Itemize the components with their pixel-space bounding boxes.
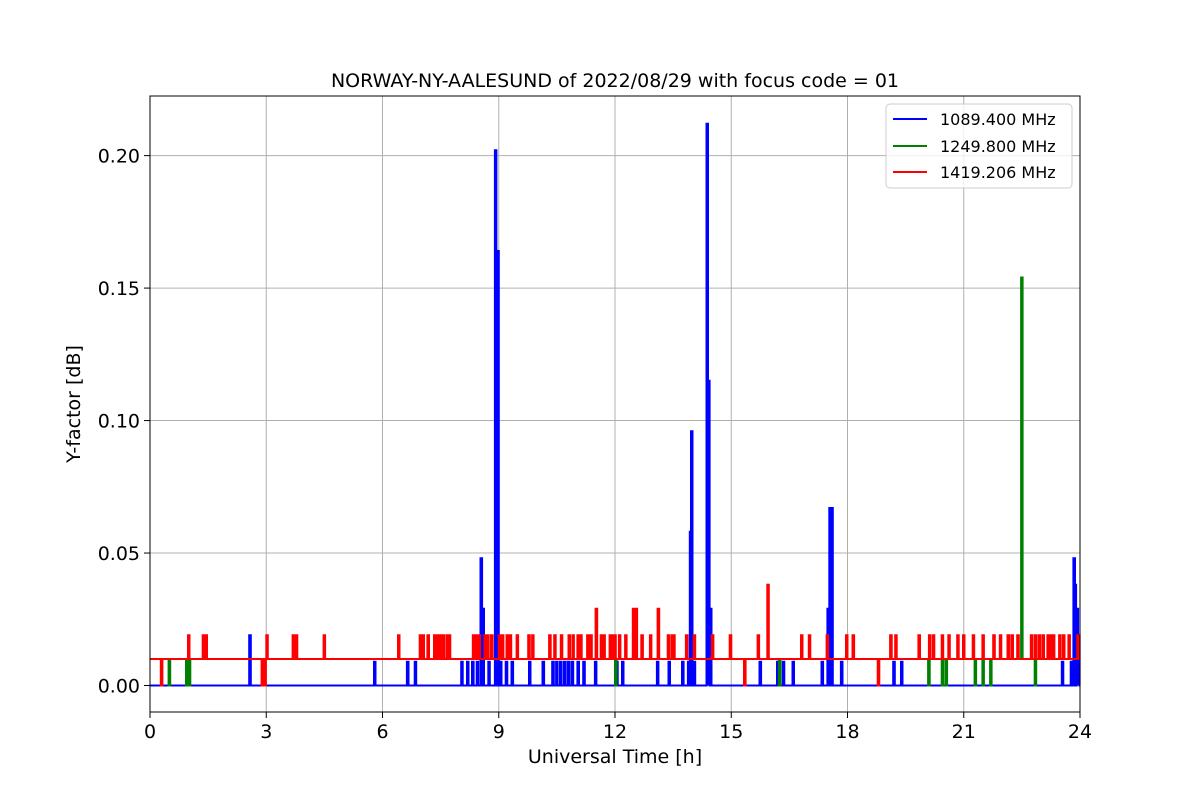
legend-box — [885, 103, 1073, 189]
y-tick-label: 0.00 — [98, 676, 140, 698]
x-tick-label: 15 — [719, 721, 743, 743]
x-tick-label: 21 — [952, 721, 976, 743]
legend-label-1249: 1249.800 MHz — [940, 137, 1056, 156]
x-tick-label: 12 — [603, 721, 627, 743]
y-tick-label: 0.10 — [98, 411, 140, 433]
y-tick-label: 0.20 — [98, 146, 140, 168]
legend: 1089.400 MHz 1249.800 MHz 1419.206 MHz — [885, 103, 1073, 189]
legend-label-1089: 1089.400 MHz — [940, 110, 1056, 129]
x-tick-label: 9 — [493, 721, 505, 743]
x-tick-label: 3 — [260, 721, 272, 743]
legend-label-1419: 1419.206 MHz — [940, 163, 1056, 182]
y-axis-label: Y-factor [dB] — [63, 345, 85, 464]
x-tick-label: 0 — [144, 721, 156, 743]
x-tick-label: 18 — [835, 721, 859, 743]
plot-series — [150, 122, 1081, 687]
chart-title: NORWAY-NY-AALESUND of 2022/08/29 with fo… — [331, 70, 899, 92]
series-line-1089-400 — [150, 122, 1081, 687]
series-line-1419-206 — [150, 583, 1080, 687]
x-tick-label: 24 — [1068, 721, 1092, 743]
y-tick-label: 0.05 — [98, 543, 140, 565]
x-tick-label: 6 — [376, 721, 388, 743]
x-axis-label: Universal Time [h] — [528, 746, 702, 768]
axis-ticks: 0 3 6 9 12 15 18 21 24 0.00 0.05 0.10 0.15 0.20 — [98, 146, 1092, 743]
y-tick-label: 0.15 — [98, 278, 140, 300]
